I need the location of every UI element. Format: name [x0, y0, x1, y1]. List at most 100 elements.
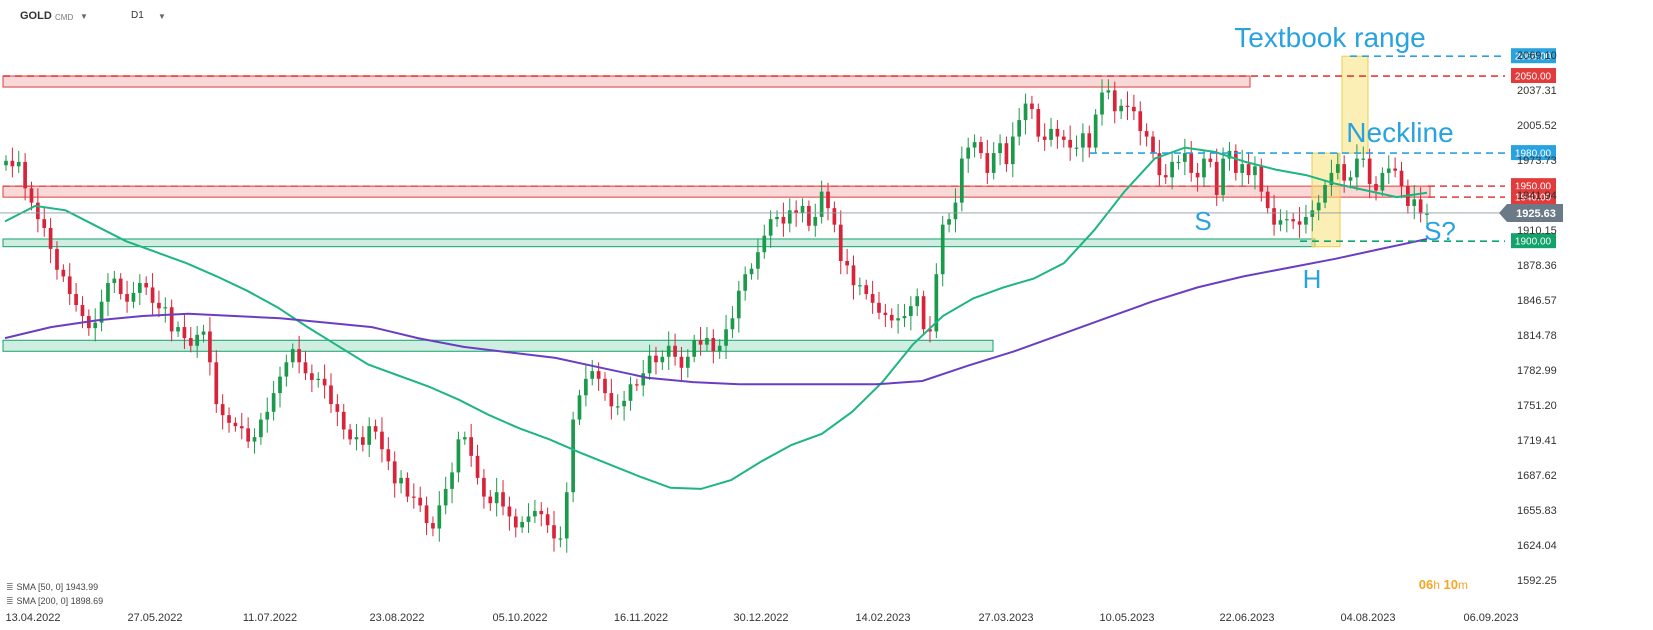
bearish-candle — [877, 302, 881, 313]
chart-annotation[interactable]: S? — [1424, 216, 1456, 246]
date-tick-label: 05.10.2022 — [492, 612, 547, 624]
bearish-candle — [373, 426, 378, 432]
bearish-candle — [329, 385, 333, 405]
bearish-candle — [23, 161, 27, 189]
bullish-candle — [1316, 202, 1321, 211]
bullish-candle — [915, 296, 920, 307]
price-tick-label: 1814.78 — [1517, 330, 1557, 342]
bullish-candle — [1412, 199, 1417, 206]
sma50-settings-icon[interactable]: ≣ — [6, 582, 14, 592]
bearish-candle — [469, 437, 474, 456]
date-tick-label: 23.08.2022 — [369, 612, 424, 624]
bullish-candle — [1304, 216, 1308, 225]
bearish-candle — [303, 362, 308, 374]
level-price-tag-label: 1940.00 — [1515, 193, 1552, 204]
sma50-line[interactable] — [4, 146, 1428, 490]
bullish-candle — [762, 235, 767, 253]
sma200-legend[interactable]: ≣ SMA [200, 0] 1898.69 — [6, 596, 103, 607]
bearish-candle — [380, 431, 384, 450]
price-tick-label: 1624.04 — [1517, 540, 1557, 552]
chart-annotation[interactable]: S — [1194, 206, 1211, 236]
sma50-legend[interactable]: ≣ SMA [50, 0] 1943.99 — [6, 582, 98, 593]
bearish-candle — [80, 305, 85, 317]
bearish-candle — [348, 429, 352, 440]
bullish-candle — [947, 219, 951, 225]
bearish-candle — [1138, 111, 1143, 132]
bearish-candle — [335, 404, 340, 412]
sma200-line[interactable] — [4, 238, 1428, 386]
resistance-zone[interactable] — [2, 75, 1251, 88]
bearish-candle — [125, 294, 129, 302]
symbol-label[interactable]: GOLD — [20, 10, 52, 22]
timeframe-dropdown-icon[interactable]: ▼ — [158, 12, 166, 21]
bearish-candle — [711, 338, 716, 352]
level-price-tag — [1511, 48, 1556, 64]
bearish-candle — [1036, 109, 1041, 137]
bullish-candle — [271, 393, 276, 412]
bullish-candle — [195, 334, 200, 346]
bearish-candle — [157, 302, 161, 309]
bearish-candle — [513, 516, 518, 528]
symbol-dropdown-icon[interactable]: ▼ — [80, 12, 88, 21]
bullish-candle — [316, 378, 321, 380]
bearish-candle — [220, 404, 225, 416]
bearish-candle — [1004, 143, 1009, 165]
support-zone[interactable] — [2, 339, 994, 352]
bearish-candle — [411, 496, 416, 498]
date-tick-label: 14.02.2023 — [855, 612, 910, 624]
bearish-candle — [889, 314, 894, 321]
candle-countdown: 06h 10m — [1419, 577, 1468, 592]
price-tick-label: 1973.73 — [1517, 155, 1557, 167]
bullish-candle — [1425, 213, 1429, 215]
bearish-candle — [596, 371, 601, 379]
sma200-settings-icon[interactable]: ≣ — [6, 596, 14, 606]
bearish-candle — [118, 278, 123, 295]
bearish-candle — [698, 340, 703, 345]
bullish-candle — [959, 158, 964, 203]
bearish-candle — [545, 514, 550, 526]
bullish-candle — [756, 252, 760, 269]
bearish-candle — [1259, 166, 1264, 192]
bearish-candle — [488, 496, 493, 504]
bearish-candle — [539, 510, 544, 515]
bullish-candle — [1253, 166, 1257, 176]
bearish-candle — [322, 378, 327, 386]
bearish-candle — [928, 329, 932, 332]
bullish-candle — [99, 301, 104, 323]
bearish-candle — [673, 345, 677, 357]
bullish-candle — [443, 488, 448, 506]
level-price-tag — [1511, 68, 1556, 84]
bullish-candle — [1183, 153, 1187, 162]
level-price-tag-label: 1950.00 — [1515, 182, 1552, 193]
bullish-candle — [991, 153, 996, 173]
chart-annotation[interactable]: Textbook range — [1234, 22, 1425, 53]
bearish-candle — [1374, 183, 1378, 191]
bearish-candle — [985, 153, 990, 173]
bullish-candle — [1170, 161, 1174, 178]
bearish-candle — [10, 160, 15, 167]
bullish-candle — [533, 510, 537, 517]
timeframe-label[interactable]: D1 — [131, 10, 144, 21]
bearish-candle — [239, 426, 244, 429]
price-tick-label: 2005.52 — [1517, 120, 1557, 132]
bearish-candle — [603, 378, 607, 394]
bullish-candle — [137, 283, 142, 293]
bullish-candle — [934, 274, 939, 332]
bearish-candle — [61, 269, 66, 277]
chart-annotation[interactable]: Neckline — [1346, 117, 1453, 148]
bearish-candle — [392, 461, 397, 484]
bullish-candle — [1023, 103, 1028, 121]
bullish-candle — [450, 472, 454, 489]
bullish-candle — [666, 345, 671, 357]
bearish-candle — [29, 188, 34, 203]
bearish-candle — [360, 437, 365, 445]
bullish-candle — [1284, 219, 1289, 221]
bullish-candle — [1355, 158, 1359, 178]
bearish-candle — [297, 349, 301, 363]
bearish-candle — [679, 356, 684, 368]
bullish-candle — [131, 292, 136, 302]
support-zone[interactable] — [2, 238, 1316, 248]
chart-annotation[interactable]: H — [1303, 264, 1322, 294]
bullish-candle — [1310, 210, 1315, 217]
